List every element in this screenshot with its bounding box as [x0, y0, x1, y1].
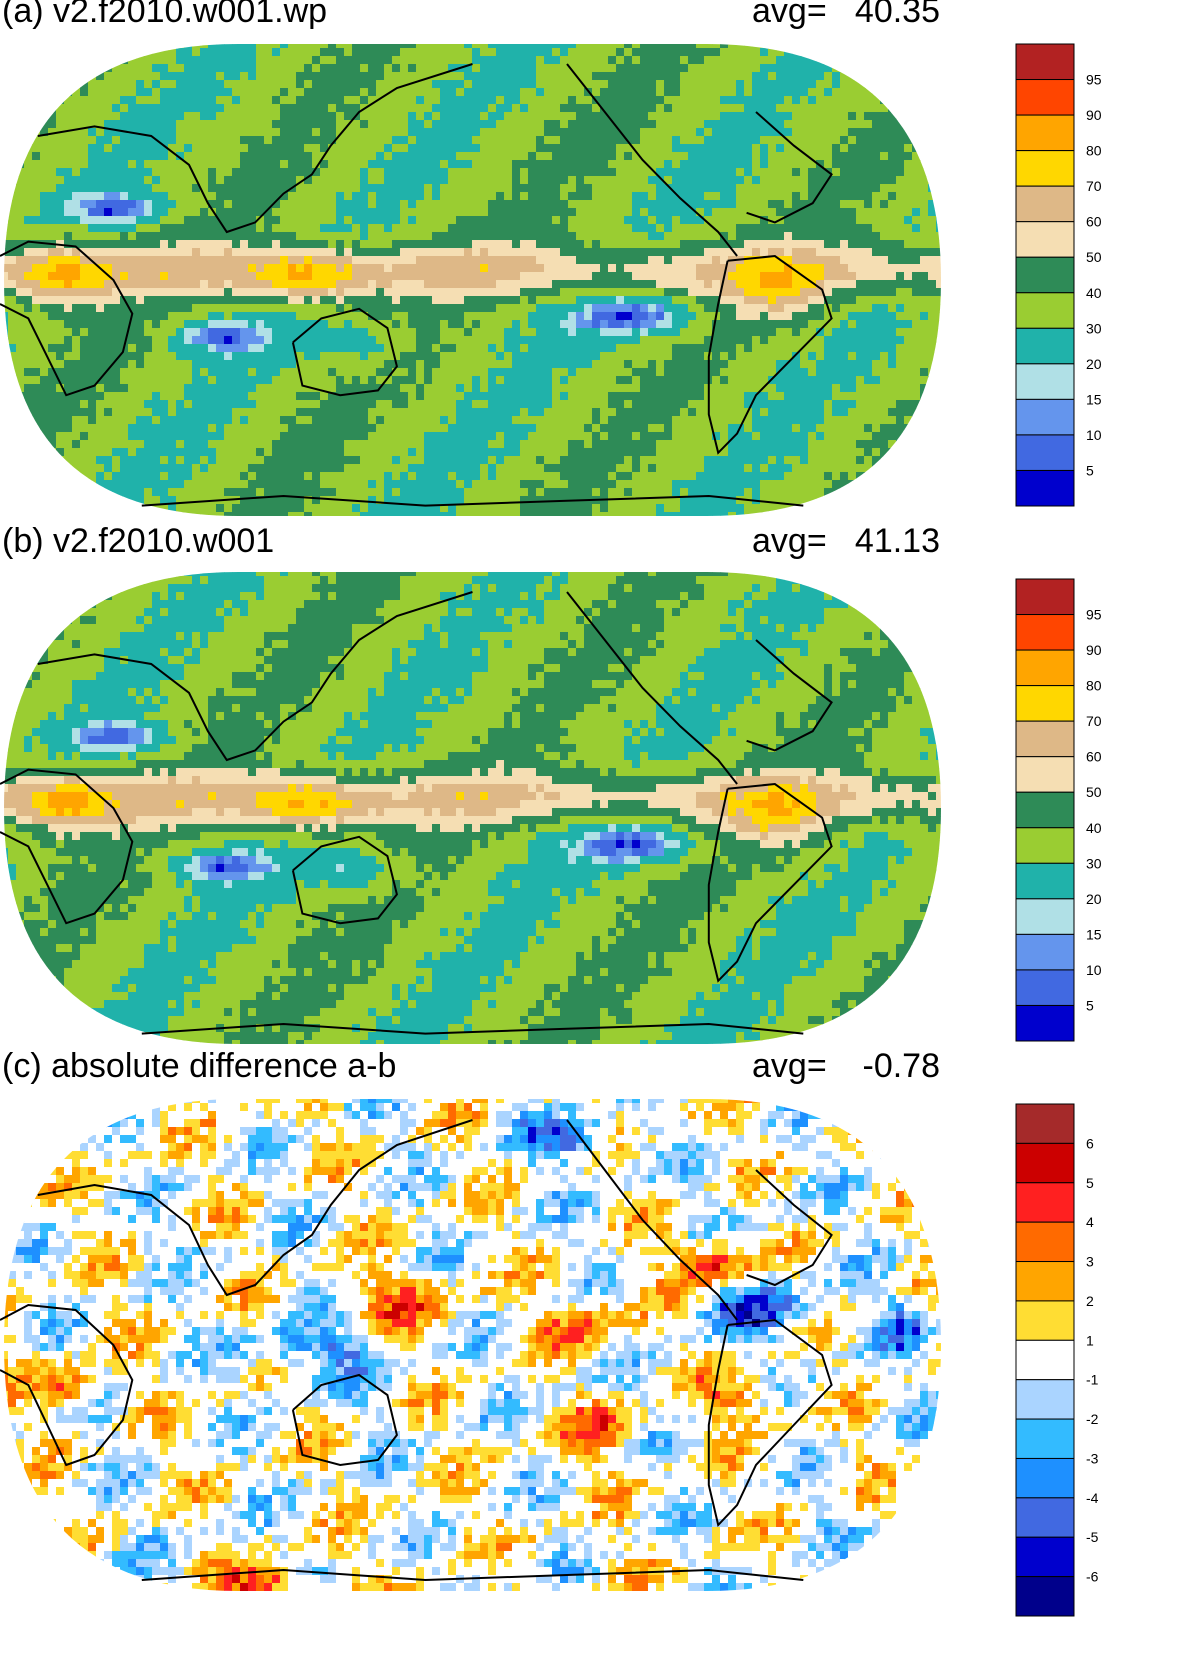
colorbar-tick-label: 10 [1086, 427, 1102, 443]
avg-label: avg= [752, 522, 827, 561]
colorbar-swatch [1015, 1576, 1075, 1617]
colorbar-swatch [1015, 1221, 1075, 1263]
colorbar-tick-label: 15 [1086, 926, 1102, 942]
colorbar-swatch [1015, 827, 1075, 864]
coastline-outlines [0, 63, 833, 507]
colorbar-swatch [1015, 1142, 1075, 1184]
colorbar-tick-label: 5 [1086, 1175, 1094, 1191]
colorbar-swatch [1015, 114, 1075, 152]
colorbar-tick-label: 90 [1086, 642, 1102, 658]
panel-b: (b) v2.f2010.w001 avg= 41.13 95 90 80 70 60 5… [0, 522, 1183, 1050]
colorbar-tick-label: -1 [1086, 1372, 1099, 1388]
colorbar-swatch [1015, 1182, 1075, 1223]
colorbar-swatch [1015, 43, 1075, 81]
colorbar-tick-label: 3 [1086, 1254, 1094, 1270]
colorbar-swatch [1015, 969, 1075, 1006]
panel-title: (b) v2.f2010.w001 [2, 522, 274, 561]
colorbar-swatch [1015, 1379, 1075, 1420]
colorbar-tick-label: -3 [1086, 1450, 1099, 1466]
colorbar-tick-label: 95 [1086, 607, 1102, 623]
colorbar-swatch [1015, 614, 1075, 651]
colorbar-tick-label: 4 [1086, 1214, 1094, 1230]
colorbar-tick-label: 40 [1086, 285, 1102, 301]
colorbar-tick-label: 50 [1086, 784, 1102, 800]
colorbar-swatch [1015, 1457, 1075, 1499]
colorbar-swatch [1015, 327, 1075, 365]
colorbar-tick-label: 80 [1086, 678, 1102, 694]
colorbar-tick-label: 40 [1086, 820, 1102, 836]
colorbar-tick-label: -6 [1086, 1569, 1099, 1585]
avg-value: 41.13 [855, 522, 940, 561]
colorbar-tick-label: 50 [1086, 249, 1102, 265]
colorbar: 6 5 4 3 2 1 -1 -2 -3 -4 -5 -6 [1015, 1103, 1099, 1617]
colorbar-swatch [1015, 1004, 1075, 1042]
panel-title: (c) absolute difference a-b [2, 1047, 396, 1086]
colorbar-swatch [1015, 292, 1075, 329]
colorbar-tick-label: 5 [1086, 462, 1094, 478]
colorbar-tick-label: 15 [1086, 391, 1102, 407]
panel-title: (a) v2.f2010.w001.wp [2, 0, 327, 31]
colorbar: 95 90 80 70 60 50 40 30 20 15 10 5 [1015, 43, 1102, 507]
colorbar-swatch [1015, 649, 1075, 687]
colorbar-swatch [1015, 862, 1075, 900]
colorbar-tick-label: -2 [1086, 1411, 1099, 1427]
colorbar-swatch [1015, 1418, 1075, 1459]
colorbar-swatch [1015, 469, 1075, 507]
colorbar-swatch [1015, 79, 1075, 116]
map-plot [0, 1099, 941, 1591]
colorbar-tick-label: 60 [1086, 749, 1102, 765]
panel-a: (a) v2.f2010.w001.wp avg= 40.35 95 90 80 70… [0, 0, 1183, 520]
colorbar-swatch [1015, 578, 1075, 616]
avg-label: avg= [752, 0, 827, 31]
colorbar-swatch [1015, 720, 1075, 758]
colorbar-swatch [1015, 434, 1075, 471]
avg-label: avg= [752, 1047, 827, 1086]
colorbar-tick-label: -4 [1086, 1490, 1099, 1506]
colorbar-swatch [1015, 1103, 1075, 1144]
colorbar-tick-label: 6 [1086, 1135, 1094, 1151]
colorbar-swatch [1015, 756, 1075, 793]
colorbar-tick-label: 90 [1086, 107, 1102, 123]
colorbar-tick-label: 2 [1086, 1293, 1094, 1309]
colorbar-tick-label: 1 [1086, 1332, 1094, 1348]
colorbar-swatch [1015, 933, 1075, 971]
field-cells [4, 44, 941, 516]
colorbar-swatch [1015, 1536, 1075, 1578]
colorbar-swatch [1015, 898, 1075, 935]
colorbar-swatch [1015, 685, 1075, 722]
colorbar-tick-label: 20 [1086, 891, 1102, 907]
colorbar-swatch [1015, 1339, 1075, 1381]
panel-c: (c) absolute difference a-b avg= -0.78 6… [0, 1047, 1183, 1677]
coastline-outlines [0, 591, 833, 1035]
map-plot [0, 572, 941, 1044]
colorbar-tick-label: 5 [1086, 997, 1094, 1013]
colorbar-swatch [1015, 1497, 1075, 1538]
colorbar-tick-label: 30 [1086, 855, 1102, 871]
colorbar-swatch [1015, 150, 1075, 187]
colorbar-swatch [1015, 1261, 1075, 1302]
colorbar-tick-label: 80 [1086, 143, 1102, 159]
colorbar-swatch [1015, 791, 1075, 829]
colorbar-swatch [1015, 1300, 1075, 1341]
colorbar-swatch [1015, 221, 1075, 258]
field-cells [4, 1099, 941, 1591]
coastline-outlines [0, 1119, 833, 1582]
colorbar-swatch [1015, 363, 1075, 400]
colorbar-tick-label: -5 [1086, 1529, 1099, 1545]
map-plot [0, 44, 941, 516]
colorbar-tick-label: 70 [1086, 713, 1102, 729]
colorbar-swatch [1015, 185, 1075, 223]
colorbar-tick-label: 30 [1086, 320, 1102, 336]
colorbar-tick-label: 10 [1086, 962, 1102, 978]
colorbar-tick-label: 95 [1086, 72, 1102, 88]
colorbar-swatch [1015, 398, 1075, 436]
colorbar-swatch [1015, 256, 1075, 294]
colorbar-tick-label: 20 [1086, 356, 1102, 372]
avg-value: 40.35 [855, 0, 940, 31]
colorbar: 95 90 80 70 60 50 40 30 20 15 10 5 [1015, 578, 1102, 1042]
colorbar-tick-label: 70 [1086, 178, 1102, 194]
avg-value: -0.78 [863, 1047, 941, 1086]
colorbar-tick-label: 60 [1086, 214, 1102, 230]
field-cells [4, 572, 941, 1044]
